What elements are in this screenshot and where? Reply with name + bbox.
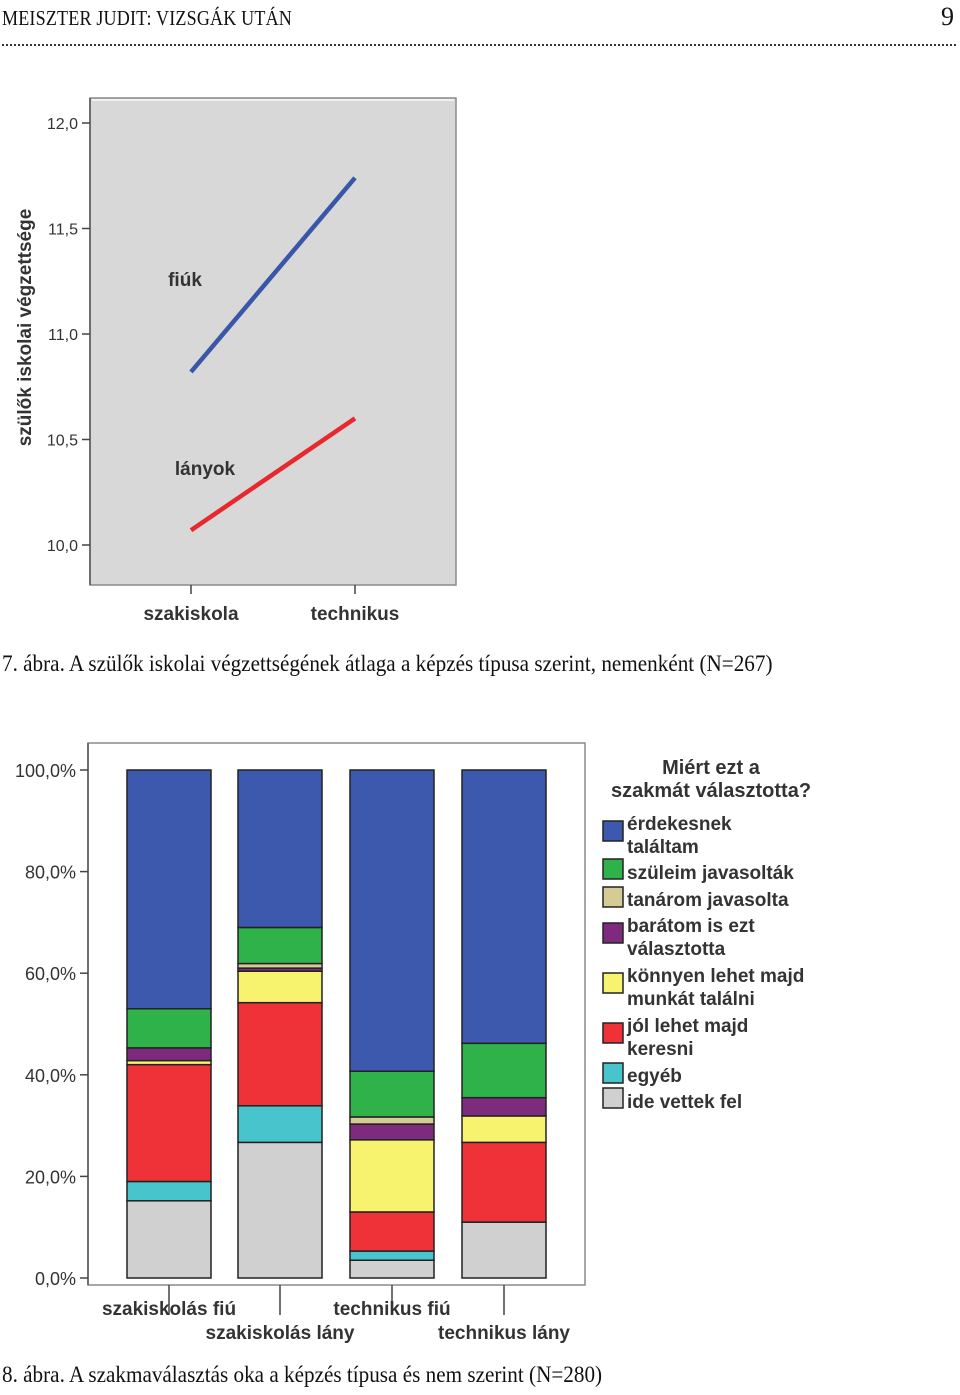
header-dotted-rule bbox=[2, 44, 956, 46]
x-tick-label: szakiskolás fiú bbox=[102, 1299, 236, 1320]
bar-segment bbox=[461, 1221, 547, 1279]
bar-segment bbox=[237, 1105, 323, 1144]
bar-segment bbox=[126, 1047, 212, 1062]
legend-label: keresni bbox=[627, 1039, 694, 1060]
bar-segment bbox=[349, 1123, 435, 1141]
legend-label: munkát találni bbox=[627, 989, 755, 1010]
y-tick-label: 11,0 bbox=[48, 327, 78, 344]
y-tick-label: 40,0% bbox=[25, 1066, 76, 1086]
legend-label: jól lehet majd bbox=[626, 1016, 748, 1037]
page-header: MEISZTER JUDIT: VIZSGÁK UTÁN 9 bbox=[2, 2, 956, 46]
bar-segment bbox=[461, 1115, 547, 1144]
legend-swatch bbox=[602, 820, 624, 842]
figure-7-caption: 7. ábra. A szülők iskolai végzettségének… bbox=[2, 651, 773, 676]
plot-area bbox=[89, 97, 457, 586]
bar-segment bbox=[237, 1141, 323, 1279]
bar-segment bbox=[349, 1250, 435, 1261]
bar-segment bbox=[126, 1008, 212, 1049]
bar-segment bbox=[461, 1042, 547, 1099]
legend-title-line1: Miért ezt a bbox=[662, 757, 761, 779]
bar-segment bbox=[349, 769, 435, 1072]
legend-swatch bbox=[602, 1022, 624, 1044]
y-axis-label: szülők iskolai végzettsége bbox=[15, 209, 36, 447]
bar-segment bbox=[126, 1200, 212, 1279]
bar-segment bbox=[237, 1001, 323, 1107]
legend-label: könnyen lehet majd bbox=[627, 966, 804, 987]
bar-segment bbox=[126, 769, 212, 1010]
legend-label: tanárom javasolta bbox=[627, 890, 789, 911]
y-tick-label: 80,0% bbox=[25, 863, 76, 883]
series-label-1: lányok bbox=[175, 459, 236, 480]
bar-segment bbox=[461, 769, 547, 1045]
bar-segment bbox=[349, 1139, 435, 1213]
x-tick-label: szakiskolás lány bbox=[206, 1323, 355, 1344]
bar-segment bbox=[349, 1211, 435, 1252]
bar-segment bbox=[237, 769, 323, 929]
y-tick-label: 12,0 bbox=[47, 116, 78, 133]
bar-segment bbox=[461, 1096, 547, 1117]
series-label-0: fiúk bbox=[168, 270, 202, 291]
legend-label: barátom is ezt bbox=[627, 916, 755, 937]
y-tick-label: 10,0 bbox=[47, 538, 78, 555]
bar-segment bbox=[349, 1116, 435, 1125]
legend-swatch bbox=[602, 1062, 624, 1084]
legend-swatch bbox=[602, 886, 624, 908]
bar-segment bbox=[461, 1141, 547, 1223]
x-tick-label: technikus bbox=[311, 604, 400, 625]
bar-segment bbox=[126, 1063, 212, 1183]
legend-swatch bbox=[602, 858, 624, 880]
bar-segment bbox=[237, 970, 323, 1004]
running-head: MEISZTER JUDIT: VIZSGÁK UTÁN bbox=[2, 6, 293, 30]
bar-segment bbox=[237, 926, 323, 965]
x-tick-label: technikus lány bbox=[438, 1323, 570, 1344]
y-tick-label: 100,0% bbox=[15, 761, 76, 781]
page-number: 9 bbox=[941, 2, 954, 31]
legend-label: egyéb bbox=[627, 1066, 682, 1087]
legend-label: szüleim javasolták bbox=[627, 863, 794, 884]
legend-label: érdekesnek bbox=[627, 814, 732, 835]
bar-segment bbox=[349, 1070, 435, 1118]
x-tick-label: technikus fiú bbox=[333, 1299, 450, 1320]
legend-label: ide vettek fel bbox=[627, 1092, 742, 1113]
series-line-1 bbox=[189, 416, 357, 533]
figure-8-caption: 8. ábra. A szakmaválasztás oka a képzés … bbox=[2, 1362, 603, 1387]
stacked-bar-chart-career-choice: 0,0% 20,0% 40,0% 60,0% 80,0% 100,0% szakiskolá… bbox=[15, 742, 811, 1344]
x-tick-label: szakiskola bbox=[143, 604, 238, 625]
legend-swatch bbox=[602, 972, 624, 994]
legend-label: választotta bbox=[627, 939, 726, 960]
line-chart-parent-education: 10,0 10,5 11,0 11,5 12,0 szakiskola technikus s… bbox=[15, 97, 457, 625]
legend-swatch bbox=[602, 922, 624, 944]
legend-swatch bbox=[602, 1087, 624, 1109]
y-tick-label: 0,0% bbox=[35, 1269, 76, 1289]
legend-label: találtam bbox=[627, 837, 699, 858]
bar-segment bbox=[349, 1259, 435, 1279]
y-tick-label: 60,0% bbox=[25, 964, 76, 984]
y-tick-label: 11,5 bbox=[48, 222, 78, 239]
series-line-0 bbox=[189, 176, 357, 374]
y-tick-label: 10,5 bbox=[47, 433, 78, 450]
legend-title-line2: szakmát választotta? bbox=[611, 780, 811, 802]
bar-segment bbox=[126, 1180, 212, 1202]
y-tick-label: 20,0% bbox=[25, 1167, 76, 1187]
